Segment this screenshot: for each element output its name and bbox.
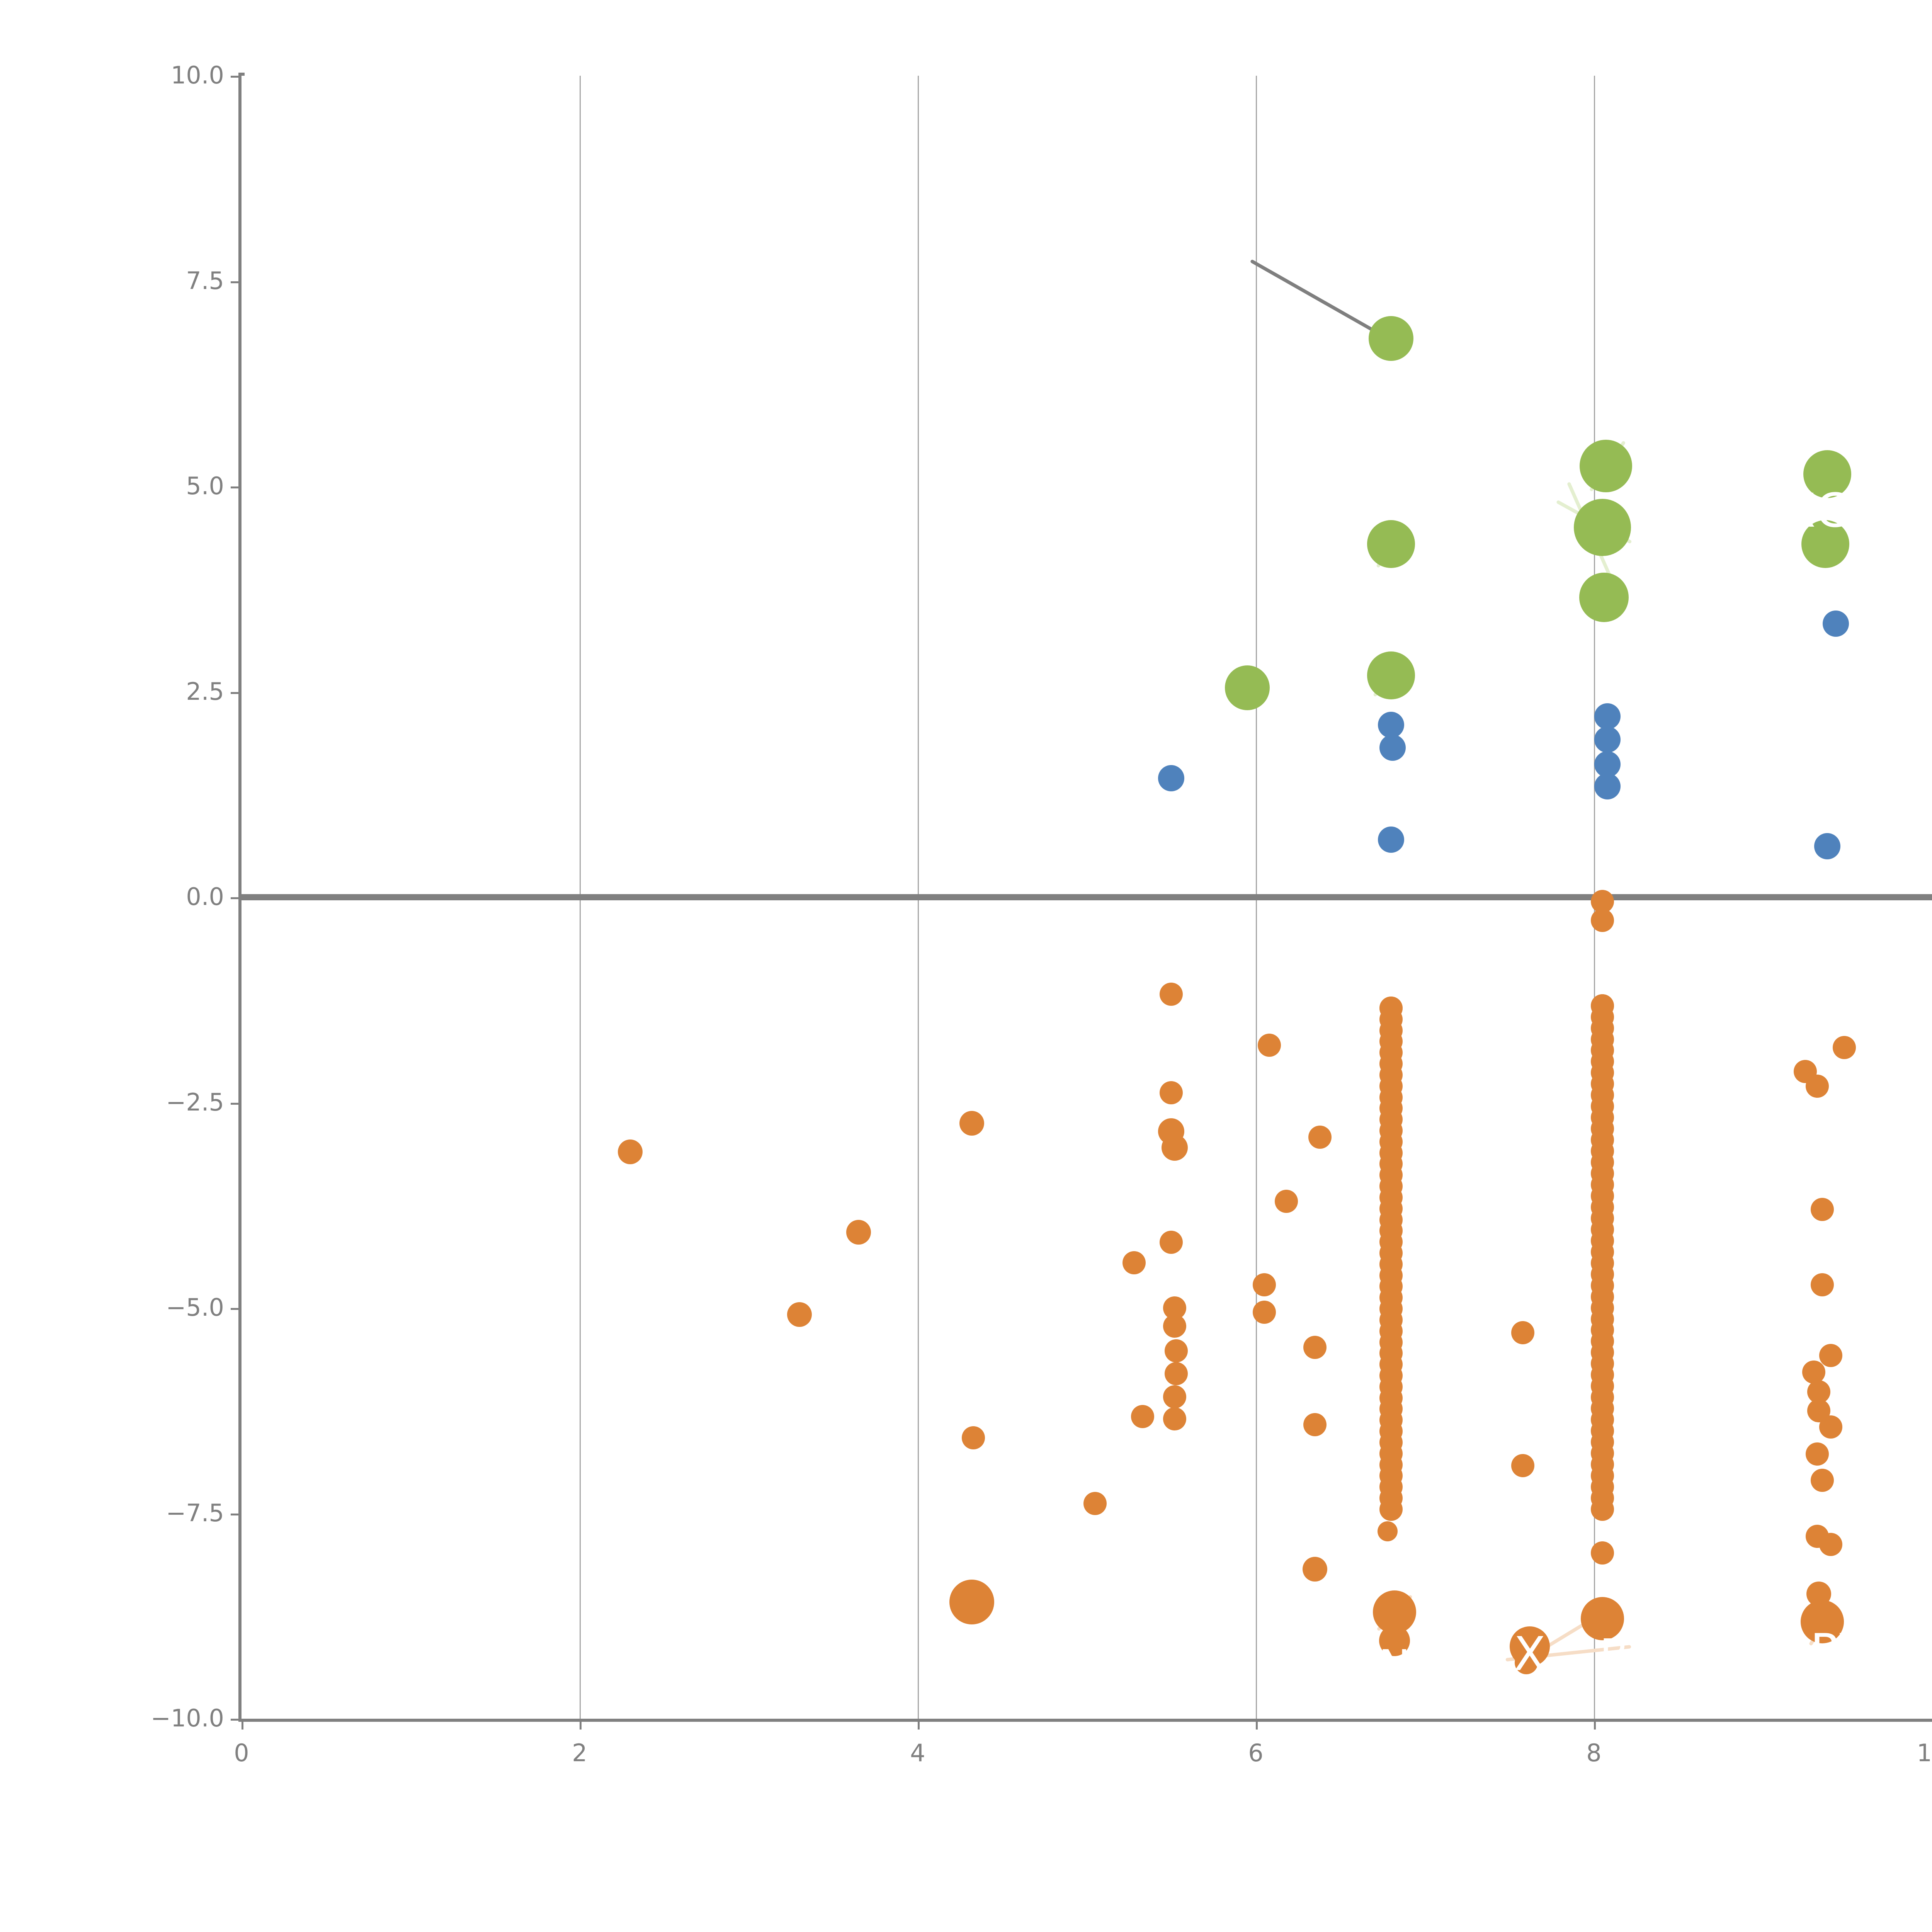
data-point-orange-2	[1160, 982, 1183, 1006]
data-point-orange-7	[1832, 1036, 1856, 1060]
data-point-orange-9	[1160, 1081, 1183, 1104]
data-point-orange-56	[1515, 1651, 1538, 1675]
data-point-green-7	[1367, 651, 1415, 699]
data-point-orange-36	[1163, 1407, 1186, 1430]
x-tick-mark-1	[580, 1719, 582, 1730]
data-point-orange-col1-45	[1590, 1497, 1614, 1521]
data-point-orange-21	[1252, 1273, 1276, 1297]
data-point-orange-5	[1258, 1033, 1281, 1057]
data-point-orange-20	[1810, 1273, 1834, 1297]
data-point-blue-8	[1378, 827, 1404, 853]
data-point-orange-44	[1378, 1521, 1398, 1542]
data-point-blue-6	[1594, 773, 1621, 799]
y-tick-label-5: −2.5	[166, 1088, 224, 1116]
data-point-orange-8	[1805, 1074, 1829, 1098]
x-tick-mark-4	[1594, 1719, 1596, 1730]
zero-baseline	[242, 894, 1932, 900]
data-point-orange-10	[959, 1111, 984, 1136]
data-point-green-4	[1367, 520, 1415, 568]
y-tick-mark-0	[231, 76, 242, 78]
y-tick-mark-3	[231, 692, 242, 694]
data-point-orange-52	[1580, 1597, 1624, 1640]
x-tick-label-2: 4	[910, 1739, 925, 1767]
data-point-orange-42	[1810, 1469, 1834, 1492]
x-tick-label-5: 10	[1917, 1739, 1932, 1767]
data-point-orange-48	[1303, 1557, 1328, 1582]
x-tick-mark-0	[242, 1719, 243, 1730]
data-point-green-2	[1803, 450, 1851, 498]
data-point-orange-40	[1805, 1442, 1829, 1466]
y-tick-mark-6	[231, 1308, 242, 1310]
data-point-orange-19	[1122, 1251, 1146, 1275]
y-tick-mark-7	[231, 1513, 242, 1515]
y-tick-label-3: 2.5	[186, 677, 224, 706]
y-tick-label-8: −10.0	[151, 1704, 224, 1732]
data-point-green-5	[1801, 520, 1850, 568]
x-tick-label-3: 6	[1248, 1739, 1264, 1767]
data-point-orange-17	[846, 1220, 871, 1245]
plot-area: XGC X RY N B 10.0 7.5 5.0 2.5 0.0 −2.5 −5.0 −7.5 −10…	[151, 63, 1932, 1765]
data-point-orange-55	[1379, 1625, 1410, 1656]
x-tick-label-0: 0	[234, 1739, 249, 1767]
x-tick-mark-3	[1256, 1719, 1258, 1730]
data-point-orange-43	[1083, 1492, 1107, 1515]
data-point-orange-29	[1819, 1344, 1842, 1367]
data-point-orange-47	[1590, 1541, 1614, 1565]
y-tick-mark-4	[231, 897, 242, 899]
data-point-orange-31	[1165, 1362, 1188, 1386]
y-tick-label-4: 0.0	[186, 883, 224, 911]
data-point-orange-14	[618, 1139, 643, 1165]
data-point-orange-25	[1163, 1314, 1186, 1338]
data-point-blue-0	[1822, 611, 1849, 637]
data-point-blue-1	[1594, 703, 1621, 730]
data-point-blue-7	[1158, 765, 1185, 791]
data-point-blue-3	[1594, 726, 1621, 753]
x-tick-label-1: 2	[572, 1739, 587, 1767]
x-tick-mark-2	[918, 1719, 920, 1730]
data-point-orange-50	[949, 1580, 994, 1625]
y-tick-mark-1	[231, 281, 242, 283]
y-tick-label-2: 5.0	[186, 472, 224, 500]
data-point-orange-41	[1511, 1454, 1535, 1478]
data-point-blue-9	[1814, 833, 1840, 860]
data-point-orange-18	[1160, 1230, 1183, 1254]
y-tick-mark-8	[231, 1719, 242, 1721]
data-point-orange-30	[1802, 1360, 1825, 1384]
data-point-green-1	[1579, 439, 1632, 492]
data-point-orange-12	[1162, 1134, 1188, 1161]
y-tick-mark-5	[231, 1102, 242, 1105]
y-tick-label-0: 10.0	[170, 61, 224, 89]
data-point-orange-53	[1800, 1600, 1844, 1644]
y-tick-label-6: −5.0	[166, 1293, 224, 1321]
data-point-orange-26	[1511, 1321, 1535, 1344]
data-point-orange-col0-45	[1379, 1497, 1403, 1521]
data-point-green-8	[1225, 665, 1270, 710]
data-point-blue-5	[1594, 751, 1621, 777]
data-point-orange-33	[1163, 1385, 1186, 1408]
data-point-orange-37	[1303, 1413, 1327, 1436]
data-point-green-0	[1369, 316, 1413, 361]
data-point-orange-46	[1819, 1533, 1842, 1556]
data-point-blue-2	[1378, 711, 1404, 738]
x-tick-label-4: 8	[1586, 1739, 1602, 1767]
data-point-orange-38	[962, 1426, 985, 1449]
data-point-orange-23	[1252, 1300, 1276, 1324]
data-point-green-6	[1579, 573, 1629, 622]
data-point-green-3	[1573, 499, 1631, 556]
y-tick-label-7: −7.5	[166, 1498, 224, 1527]
data-point-orange-15	[1810, 1197, 1834, 1221]
data-point-orange-16	[1274, 1189, 1298, 1213]
data-point-orange-28	[1165, 1339, 1188, 1362]
data-point-orange-39	[1819, 1415, 1842, 1439]
data-point-orange-13	[1308, 1125, 1332, 1149]
data-point-orange-35	[1131, 1405, 1154, 1428]
data-point-orange-27	[1303, 1336, 1327, 1359]
y-tick-mark-2	[231, 486, 242, 488]
data-point-blue-4	[1379, 735, 1406, 761]
y-tick-label-1: 7.5	[186, 266, 224, 295]
data-point-orange-22	[787, 1302, 812, 1327]
data-point-orange-1	[1590, 908, 1614, 932]
